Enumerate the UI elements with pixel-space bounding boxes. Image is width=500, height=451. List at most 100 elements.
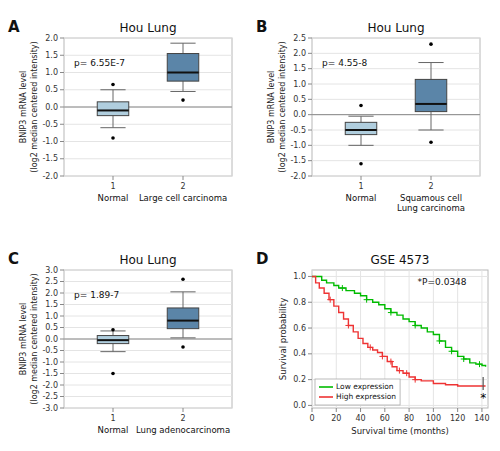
grid-line (433, 270, 434, 408)
tick-mark (433, 408, 434, 412)
category-label: Normal (346, 193, 377, 203)
box-body (97, 102, 129, 116)
grid-line (64, 158, 232, 159)
whisker (361, 135, 362, 146)
figure: -2.0-1.5-1.0-0.50.00.51.01.52.012Hou Lun… (0, 0, 500, 451)
grid-line (64, 350, 232, 351)
y-axis-label-line: (log2 median centered intensity) (30, 41, 39, 172)
tick-mark (60, 316, 64, 317)
tick-label: -2.5 (42, 392, 58, 401)
grid-line (64, 362, 232, 363)
outlier (181, 98, 185, 102)
grid-line (312, 114, 480, 115)
tick-label: 120 (450, 414, 465, 423)
grid (64, 270, 232, 408)
tick-mark (60, 124, 64, 125)
box-body (97, 336, 129, 344)
tick-label: -1.0 (42, 358, 58, 367)
grid-line (64, 176, 232, 177)
annotation: p= 6.55E-7 (74, 58, 125, 68)
whisker (183, 292, 184, 308)
tick-mark (60, 339, 64, 340)
tick-label: 0.0 (293, 110, 306, 119)
median-line (167, 320, 199, 322)
censor-mark (339, 285, 345, 291)
category-label: Normal (98, 425, 129, 435)
outlier (429, 42, 433, 46)
reference-line (64, 107, 232, 108)
whisker-cap (170, 291, 195, 292)
category-label-line: Squamous cell (400, 193, 462, 203)
panel-label: C (8, 250, 19, 268)
plot-area (64, 277, 232, 375)
censor-mark (367, 344, 373, 350)
whisker-cap (348, 145, 373, 146)
outlier (359, 162, 363, 166)
tick-label: -2.0 (42, 381, 58, 390)
tick-mark (183, 408, 184, 412)
tick-label: 0.0 (293, 401, 306, 410)
grid-line (64, 38, 232, 39)
panel-label: B (256, 18, 267, 36)
whisker-cap (348, 116, 373, 117)
tick-label: 2 (428, 182, 433, 191)
outlier (111, 136, 115, 140)
median-line (345, 129, 377, 131)
grid-line (64, 339, 232, 340)
censor-mark (436, 338, 442, 344)
tick-mark (308, 379, 312, 380)
tick-mark (384, 408, 385, 412)
reference-line (64, 339, 232, 340)
grid (312, 38, 480, 176)
whisker (183, 43, 184, 53)
category-label: Large cell carcinoma (139, 193, 227, 203)
panel: 0.00.20.40.60.81.0020406080100120140GSE … (256, 250, 490, 436)
tick-label: 100 (426, 414, 441, 423)
y-axis: 0.00.20.40.60.81.0 (293, 272, 312, 410)
grid-line (481, 270, 482, 408)
censor-mark (388, 359, 394, 365)
tick-label: 2 (180, 414, 185, 423)
legend: Low expressionHigh expression (315, 379, 400, 405)
tick-label: 1.0 (293, 272, 306, 281)
tick-mark (60, 72, 64, 73)
tick-label: 2.0 (45, 34, 58, 43)
tick-mark (60, 141, 64, 142)
y-axis-label-line: BNIP3 mRNA level (19, 71, 28, 144)
whisker (183, 81, 184, 91)
tick-label: 140 (474, 414, 489, 423)
reference-line (312, 114, 480, 115)
tick-mark (308, 176, 312, 177)
grid-line (312, 160, 480, 161)
tick-mark (308, 145, 312, 146)
y-axis-label-line: (log2 median centered intensity) (30, 273, 39, 404)
tick-label: 2.5 (45, 277, 58, 286)
tick-mark (308, 68, 312, 69)
y-axis-label: BNIP3 mRNA level(log2 median centered in… (19, 273, 39, 404)
tick-mark (308, 84, 312, 85)
annotation: p= 1.89-7 (74, 290, 119, 300)
y-axis: -2.0-1.5-1.0-0.50.00.51.01.52.02.5 (290, 34, 312, 181)
tick-mark (60, 89, 64, 90)
panel: -3.0-2.5-2.0-1.5-1.0-0.50.00.51.01.52.02… (8, 250, 232, 435)
grid-line (64, 55, 232, 56)
tick-label: 60 (380, 414, 390, 423)
box (97, 328, 129, 375)
whisker-cap (100, 89, 125, 90)
whisker (113, 116, 114, 128)
tick-label: 0.2 (293, 375, 306, 384)
legend-swatch (319, 396, 333, 398)
grid-line (409, 270, 410, 408)
censor-mark (396, 368, 402, 374)
whisker (113, 344, 114, 352)
grid-line (312, 353, 488, 354)
whisker-cap (100, 127, 125, 128)
grid-line (64, 270, 232, 271)
grid-line (64, 327, 232, 328)
grid-line (312, 68, 480, 69)
plot-frame (312, 270, 488, 408)
censor-mark (412, 322, 418, 328)
plot-frame (64, 38, 232, 176)
plot-area (312, 42, 480, 165)
tick-label: -1.0 (290, 141, 306, 150)
